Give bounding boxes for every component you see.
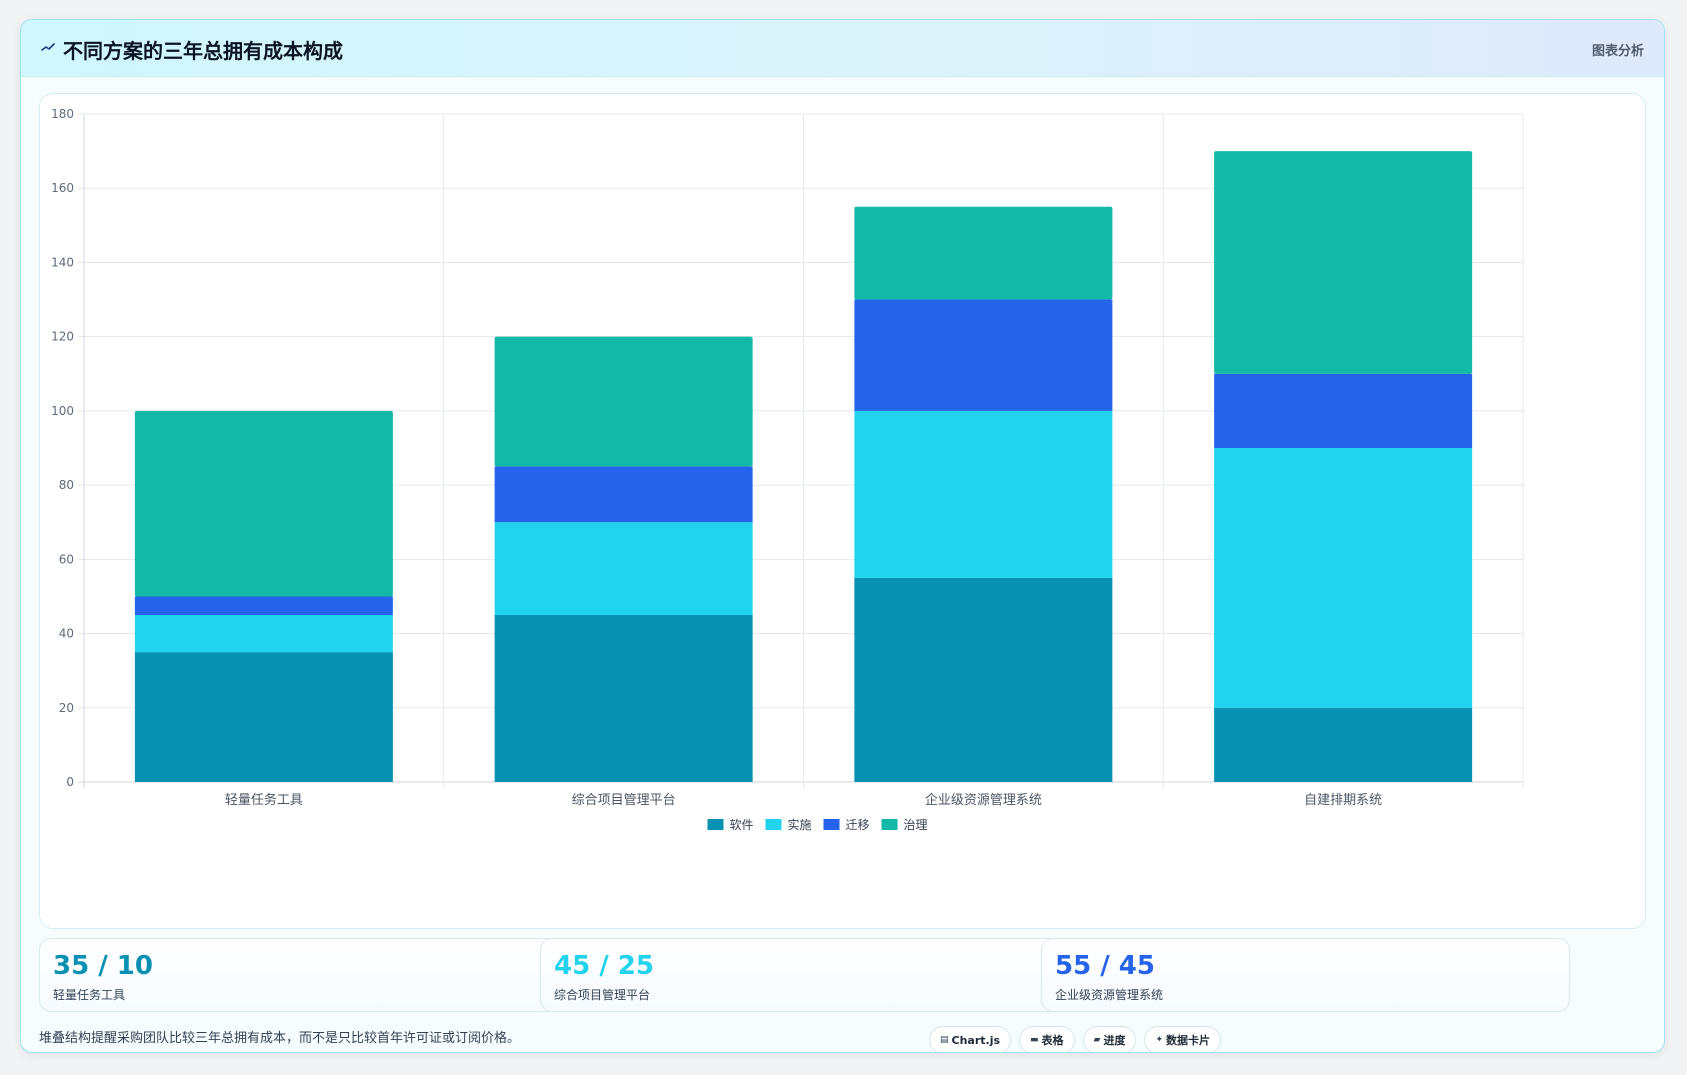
chart-analysis-tag[interactable]: 图表分析 [1591, 44, 1644, 59]
legend-label: 治理 [904, 818, 928, 832]
y-tick-label: 180 [51, 107, 74, 121]
y-tick-label: 0 [66, 775, 74, 789]
bar-segment-4 [134, 410, 393, 597]
chip-data-card[interactable]: ✦ 数据卡片 [1144, 1026, 1222, 1052]
stat-label: 轻量任务工具 [53, 988, 126, 1002]
bar-segment-2 [494, 522, 753, 615]
table-icon: ▬ [1030, 1035, 1039, 1045]
stat-card-0: 35 / 10 轻量任务工具 [39, 938, 568, 1012]
stacked-bar-chart: 0 20 40 60 80 100 120 140 160 180 轻量任务工具 综合项目管理平台 企业… [51, 107, 1524, 832]
stat-label: 综合项目管理平台 [554, 988, 651, 1002]
legend-swatch [881, 819, 898, 830]
y-tick-label: 140 [51, 255, 74, 269]
y-tick-label: 160 [51, 181, 74, 195]
footnote: 堆叠结构提醒采购团队比较三年总拥有成本，而不是只比较首年许可证或订阅价格。 [39, 1031, 521, 1046]
bar-segment-4 [1214, 151, 1473, 374]
stat-card-2: 55 / 45 企业级资源管理系统 [1041, 938, 1570, 1012]
bar-segment-3 [1214, 373, 1473, 448]
stat-card-1: 45 / 25 综合项目管理平台 [540, 938, 1069, 1012]
x-tick-label: 轻量任务工具 [225, 792, 303, 808]
bar-segment-1 [494, 615, 753, 782]
bar-segment-2 [134, 615, 393, 653]
bar-segment-4 [854, 206, 1113, 300]
legend-swatch [765, 819, 782, 830]
legend-swatch [707, 819, 724, 830]
sparkline-icon [41, 43, 55, 51]
bar-segment-1 [1214, 707, 1473, 782]
bar-segment-1 [854, 577, 1113, 782]
bar-segment-3 [134, 596, 393, 615]
card-header: 不同方案的三年总拥有成本构成 图表分析 [21, 20, 1664, 77]
chip-table[interactable]: ▬ 表格 [1019, 1026, 1075, 1052]
chart-title: 不同方案的三年总拥有成本构成 [63, 39, 343, 63]
sparkle-icon: ✦ [1155, 1035, 1164, 1045]
legend-swatch [823, 819, 840, 830]
chart-icon: ▤ [940, 1035, 949, 1045]
chip-label: Chart.js [951, 1033, 1001, 1047]
x-tick-label: 企业级资源管理系统 [925, 792, 1042, 808]
legend-label: 迁移 [846, 818, 870, 832]
legend-label: 软件 [730, 818, 754, 832]
bar-segment-3 [494, 466, 753, 523]
y-tick-label: 80 [59, 478, 74, 492]
y-tick-label: 40 [59, 627, 74, 641]
chip-progress[interactable]: ▰ 进度 [1082, 1026, 1137, 1052]
stat-value: 35 / 10 [53, 951, 153, 981]
bar-segment-2 [1214, 448, 1473, 708]
chart-card: 不同方案的三年总拥有成本构成 图表分析 0 20 40 60 80 100 120 140 16… [20, 19, 1665, 1053]
chip-label: 进度 [1103, 1034, 1126, 1047]
bar-segment-3 [854, 299, 1113, 411]
bar-segment-2 [854, 410, 1113, 578]
chip-chartjs[interactable]: ▤ Chart.js [929, 1026, 1012, 1052]
stat-value: 55 / 45 [1055, 951, 1155, 981]
bar-segment-4 [494, 336, 753, 467]
y-tick-label: 60 [59, 552, 74, 566]
x-tick-label: 综合项目管理平台 [572, 793, 676, 808]
y-tick-label: 100 [51, 404, 74, 418]
chip-label: 数据卡片 [1166, 1034, 1211, 1047]
stat-value: 45 / 25 [554, 951, 654, 981]
chip-label: 表格 [1041, 1034, 1064, 1047]
chart-panel: 0 20 40 60 80 100 120 140 160 180 轻量任务工具 综合项目管理平台 企业… [39, 93, 1646, 929]
y-tick-label: 20 [59, 701, 74, 715]
bar-segment-1 [134, 652, 393, 782]
y-tick-label: 120 [51, 330, 74, 344]
stat-label: 企业级资源管理系统 [1055, 988, 1164, 1002]
progress-icon: ▰ [1093, 1035, 1101, 1045]
chip-row: ▤ Chart.js ▬ 表格 ▰ 进度 ✦ 数据卡片 [929, 1026, 1222, 1052]
legend-label: 实施 [788, 817, 812, 832]
x-tick-label: 自建排期系统 [1304, 793, 1382, 808]
